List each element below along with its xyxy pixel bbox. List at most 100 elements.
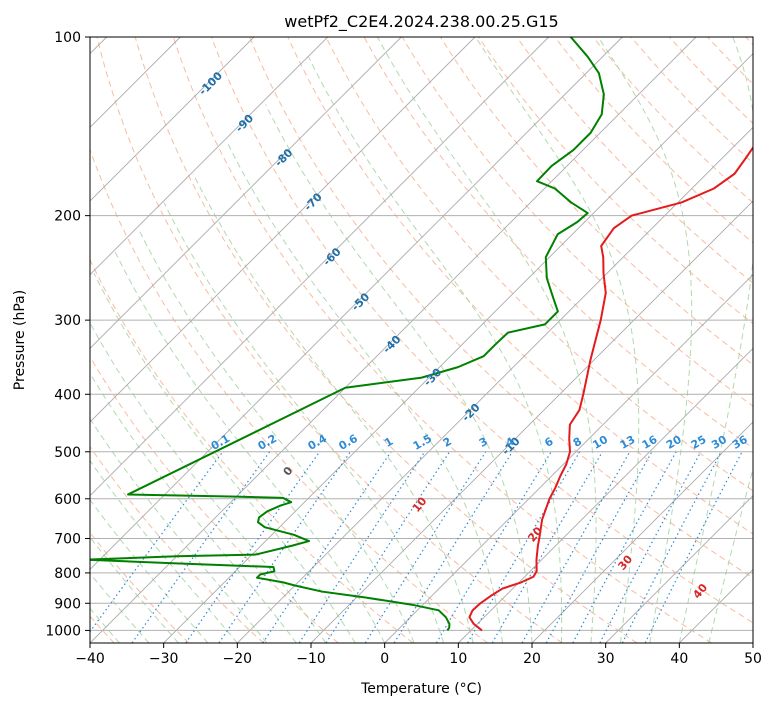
moist-adiabat-line bbox=[265, 104, 533, 643]
mixing-ratio-line bbox=[90, 451, 224, 633]
dry-adiabat-line bbox=[287, 37, 753, 535]
mixing-ratio-lines bbox=[90, 451, 743, 643]
dry-adiabat-line bbox=[90, 148, 488, 643]
mixing-ratio-line bbox=[393, 451, 513, 643]
mixing-ratio-line bbox=[325, 451, 451, 643]
y-tick-label: 100 bbox=[54, 30, 81, 46]
mixing-ratio-label: 0.1 bbox=[209, 432, 232, 453]
moist-adiabat-line bbox=[90, 607, 120, 643]
mixing-ratio-line bbox=[466, 451, 581, 643]
x-tick-label: 0 bbox=[380, 651, 389, 667]
isotherm-line bbox=[90, 37, 255, 202]
y-tick-label: 1000 bbox=[45, 623, 81, 639]
y-tick-label: 800 bbox=[54, 566, 81, 582]
x-tick-label: 10 bbox=[449, 651, 467, 667]
moist-adiabat-line bbox=[678, 37, 753, 643]
y-tick-label: 900 bbox=[54, 596, 81, 612]
mixing-ratio-line bbox=[131, 451, 271, 643]
dewpoint-line bbox=[90, 37, 605, 632]
temperature-line bbox=[468, 145, 753, 632]
dry-adiabat-line bbox=[90, 445, 264, 643]
plot-area: -100-90-80-70-60-50-40-30-20-100.1 0.2 0.4… bbox=[90, 37, 753, 643]
isotherm-label: -90 bbox=[233, 111, 256, 134]
x-axis-label: Temperature (°C) bbox=[360, 681, 482, 697]
isotherm-label: -80 bbox=[272, 146, 295, 169]
moist-adiabat-line bbox=[163, 202, 445, 643]
moist-adiabat-line bbox=[114, 251, 386, 643]
moist-adiabat-line bbox=[90, 417, 268, 643]
isotherm-label: -20 bbox=[459, 401, 482, 424]
isotherm-line bbox=[90, 37, 549, 497]
y-tick-label: 300 bbox=[54, 313, 81, 329]
mixing-ratio-line bbox=[572, 451, 677, 643]
dry-adiabat-line bbox=[90, 258, 414, 643]
mixing-ratio-label: 25 bbox=[689, 433, 709, 452]
dry-adiabat-line bbox=[90, 355, 339, 643]
moist-adiabat-line bbox=[93, 272, 356, 643]
chart-title: wetPf2_C2E4.2024.238.00.25.G15 bbox=[284, 12, 558, 32]
isotherm-line bbox=[458, 347, 753, 643]
sounding-series bbox=[90, 37, 753, 632]
mixing-ratio-label: 13 bbox=[618, 433, 638, 452]
isotherm-label: -60 bbox=[320, 245, 343, 268]
mixing-ratio-label: 36 bbox=[730, 433, 750, 452]
moist-adiabat-label: 10 bbox=[410, 495, 430, 515]
dry-adiabat-line bbox=[745, 37, 753, 46]
moist-adiabat-line bbox=[377, 37, 597, 643]
moist-adiabat-line bbox=[308, 56, 563, 643]
dry-adiabat-line bbox=[249, 37, 753, 579]
dry-adiabat-line bbox=[516, 37, 753, 284]
moist-adiabat-line bbox=[192, 173, 474, 643]
isotherm-line bbox=[310, 200, 753, 643]
mixing-ratio-line bbox=[644, 451, 743, 643]
isotherm-line bbox=[679, 568, 753, 643]
moist-adiabat-line bbox=[597, 37, 693, 643]
isotherm-line bbox=[90, 37, 402, 349]
y-tick-label: 500 bbox=[54, 445, 81, 461]
y-tick-label: 600 bbox=[54, 492, 81, 508]
dry-adiabat-line bbox=[669, 37, 753, 125]
pressure-gridlines bbox=[90, 37, 753, 631]
dry-adiabat-line bbox=[592, 37, 753, 204]
dry-adiabat-line bbox=[96, 37, 563, 643]
mixing-ratio-label: 3 bbox=[477, 435, 490, 450]
isotherms bbox=[90, 37, 753, 643]
isotherm-line bbox=[384, 274, 753, 643]
moist-adiabat-label: 20 bbox=[525, 524, 545, 544]
x-tick-label: −20 bbox=[223, 651, 253, 667]
isotherm-line bbox=[90, 37, 328, 276]
isotherm-line bbox=[163, 53, 753, 643]
isotherm-line bbox=[90, 37, 476, 423]
isotherm-label: -100 bbox=[196, 69, 225, 98]
x-tick-label: −10 bbox=[296, 651, 326, 667]
y-tick-label: 200 bbox=[54, 209, 81, 225]
mixing-ratio-label: 10 bbox=[590, 433, 610, 452]
mixing-ratio-label: 0.4 bbox=[306, 432, 330, 453]
mixing-ratio-line bbox=[364, 451, 487, 643]
y-axis: 100 200 300 400 500 600 700 800 900 1000 bbox=[45, 30, 90, 639]
y-tick-label: 700 bbox=[54, 532, 81, 548]
mixing-ratio-label: 1 bbox=[382, 435, 395, 450]
mixing-ratio-line bbox=[599, 451, 702, 643]
x-tick-label: 50 bbox=[744, 651, 762, 667]
y-axis-label: Pressure (hPa) bbox=[12, 290, 28, 390]
x-axis: −40 −30 −20 −10 0 10 20 30 40 50 bbox=[75, 643, 762, 667]
x-tick-label: −40 bbox=[75, 651, 105, 667]
mixing-ratio-label: 16 bbox=[640, 433, 660, 452]
isotherm-line bbox=[531, 421, 753, 643]
dry-adiabat-line bbox=[134, 37, 638, 643]
y-tick-label: 400 bbox=[54, 387, 81, 403]
isotherm-label: -70 bbox=[302, 190, 325, 213]
mixing-ratio-line bbox=[298, 451, 426, 643]
isotherm-line bbox=[90, 37, 697, 643]
moist-adiabat-label: 30 bbox=[615, 552, 635, 572]
isotherm-label: -50 bbox=[349, 290, 372, 313]
x-tick-label: 20 bbox=[523, 651, 541, 667]
moist-adiabat-line bbox=[708, 466, 753, 643]
x-tick-label: 40 bbox=[670, 651, 688, 667]
dry-adiabat-line bbox=[554, 37, 753, 244]
dry-adiabat-line bbox=[325, 37, 753, 492]
plot-frame bbox=[89, 36, 754, 644]
moist-adiabat-label: 0 bbox=[281, 464, 296, 478]
